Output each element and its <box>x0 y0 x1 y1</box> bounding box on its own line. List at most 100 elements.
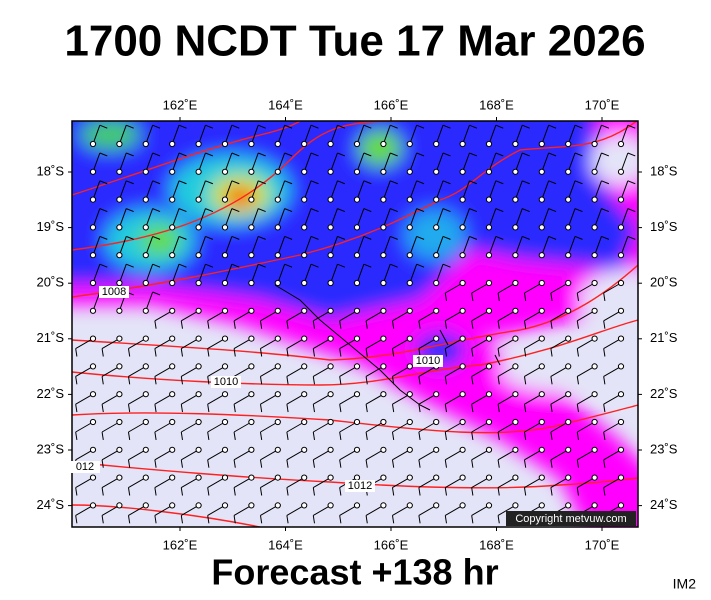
barb-feather <box>365 431 368 440</box>
barb-feather <box>339 404 342 413</box>
barb-staff <box>92 180 101 200</box>
barb-feather <box>101 431 104 440</box>
station <box>248 474 255 481</box>
station <box>512 307 519 314</box>
barb-feather <box>627 208 636 213</box>
station <box>565 474 572 481</box>
barb-feather <box>497 292 500 301</box>
barb-feather <box>152 208 161 213</box>
barb-feather <box>180 348 183 357</box>
barb-feather <box>576 404 579 413</box>
barb-feather <box>390 235 398 240</box>
barb-feather <box>471 431 474 440</box>
station <box>617 502 625 509</box>
barb-staff <box>435 180 444 200</box>
barb-feather <box>231 235 240 240</box>
station <box>195 446 202 453</box>
barb-staff <box>277 236 286 256</box>
barb-staff <box>145 264 154 284</box>
barb-feather <box>523 459 527 468</box>
latitude-label: 24˚S <box>650 497 678 512</box>
barb-staff <box>260 449 279 461</box>
barb-feather <box>337 152 346 157</box>
barb-feather <box>127 348 131 357</box>
station <box>380 307 387 314</box>
barb-feather <box>574 152 583 157</box>
station <box>248 363 255 370</box>
barb-feather <box>312 376 315 385</box>
barb-staff <box>356 236 365 256</box>
barb-feather <box>180 487 183 496</box>
barb-feather <box>231 124 240 129</box>
barb-feather <box>101 376 104 385</box>
barb-staff <box>620 208 629 228</box>
barb-staff <box>603 477 622 489</box>
barb-staff <box>250 152 259 172</box>
barb-feather <box>442 180 451 185</box>
barb-feather <box>152 263 161 268</box>
barb-feather <box>178 208 187 213</box>
barb-staff <box>118 236 127 256</box>
barb-staff <box>541 180 550 200</box>
barb-staff <box>435 264 444 284</box>
barb-staff <box>92 264 101 284</box>
station <box>353 418 361 426</box>
barb-staff <box>445 365 463 377</box>
station <box>512 140 519 148</box>
barb-staff <box>445 393 463 405</box>
barb-feather <box>627 235 636 240</box>
station <box>591 196 598 203</box>
station <box>565 140 572 148</box>
barb-feather <box>312 404 315 413</box>
barb-staff <box>594 125 602 145</box>
barb-feather <box>471 292 474 301</box>
barb-feather <box>258 208 266 213</box>
barb-staff <box>550 365 569 377</box>
barb-staff <box>356 125 365 145</box>
barb-staff <box>207 504 226 516</box>
station <box>591 279 598 287</box>
barb-feather <box>231 263 240 268</box>
barb-feather <box>497 515 500 524</box>
barb-feather <box>627 124 636 129</box>
station <box>485 196 493 203</box>
barb-staff <box>524 421 543 433</box>
barb-staff <box>128 338 147 350</box>
station <box>406 335 413 342</box>
station <box>89 474 97 481</box>
station <box>89 252 97 259</box>
barb-feather <box>444 320 447 329</box>
station <box>274 224 281 231</box>
station <box>485 307 493 314</box>
barb-feather <box>523 376 527 385</box>
barb-staff <box>313 338 331 350</box>
station <box>195 307 202 314</box>
station <box>301 196 308 203</box>
station <box>565 502 572 509</box>
station <box>406 279 413 287</box>
barb-staff <box>181 421 199 433</box>
barb-feather <box>205 263 214 268</box>
station <box>195 279 202 287</box>
barb-staff <box>75 504 94 516</box>
barb-feather <box>469 208 478 213</box>
station <box>301 502 308 509</box>
barb-staff <box>75 338 94 350</box>
barb-staff <box>233 338 252 350</box>
barb-staff <box>277 125 286 145</box>
barb-staff <box>435 208 444 228</box>
barb-feather <box>550 431 553 440</box>
barb-feather <box>178 235 187 240</box>
station <box>406 140 413 148</box>
station <box>485 502 493 509</box>
barb-staff <box>524 365 543 377</box>
station <box>274 474 281 481</box>
barb-feather <box>365 459 368 468</box>
station <box>459 196 466 203</box>
station <box>195 168 202 175</box>
barb-staff <box>277 152 286 172</box>
station <box>301 252 308 259</box>
barb-feather <box>444 431 447 440</box>
station <box>274 391 281 398</box>
barb-staff <box>224 236 233 256</box>
